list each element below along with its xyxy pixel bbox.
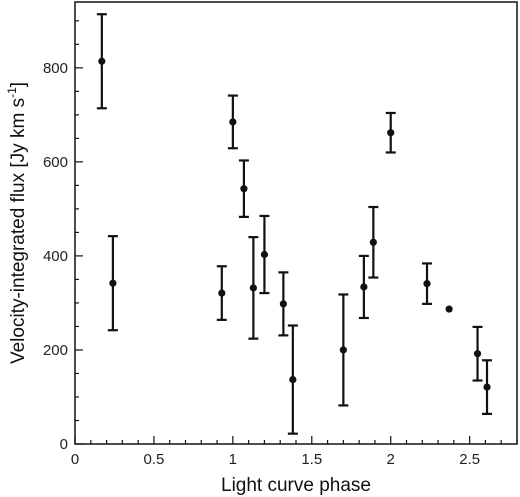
x-tick-label: 1	[229, 451, 237, 468]
y-axis-label: Velocity-integrated flux [Jy km s-1]	[5, 82, 29, 364]
y-tick-label: 200	[43, 342, 68, 359]
x-axis-label: Light curve phase	[221, 475, 371, 496]
y-tick-label: 600	[43, 154, 68, 171]
y-tick-label: 800	[43, 60, 68, 77]
x-tick-label: 2	[387, 451, 395, 468]
data-point	[109, 279, 117, 287]
x-axis-ticks: 0 0.5 1 1.5 2 2.5	[71, 436, 518, 468]
y-tick-label: 400	[43, 248, 68, 265]
y-tick-label: 0	[60, 436, 68, 453]
data-point	[387, 129, 395, 137]
data-point	[249, 284, 257, 292]
data-points	[96, 13, 493, 435]
x-tick-label: 0	[71, 451, 79, 468]
y-axis-label-close: ]	[8, 82, 29, 87]
plot-frame	[74, 1, 518, 445]
data-point	[423, 280, 431, 288]
x-tick-label: 2.5	[459, 451, 480, 468]
y-axis-label-main: Velocity-integrated flux [Jy km s	[8, 98, 29, 364]
y-axis-ticks: 0 200 400 600 800	[43, 20, 83, 453]
data-point	[339, 346, 347, 354]
data-point	[369, 238, 377, 246]
data-point	[279, 300, 287, 308]
data-point	[98, 57, 106, 65]
data-point	[360, 283, 368, 291]
y-axis-label-superscript: -1	[5, 87, 19, 98]
x-tick-label: 0.5	[143, 451, 164, 468]
data-point	[289, 375, 297, 384]
data-point	[483, 383, 491, 391]
data-point	[473, 350, 482, 358]
data-point	[445, 305, 453, 313]
x-tick-label: 1.5	[301, 451, 322, 468]
data-point	[229, 118, 237, 126]
data-point	[260, 250, 269, 259]
data-point	[240, 185, 248, 193]
data-point	[218, 289, 226, 297]
